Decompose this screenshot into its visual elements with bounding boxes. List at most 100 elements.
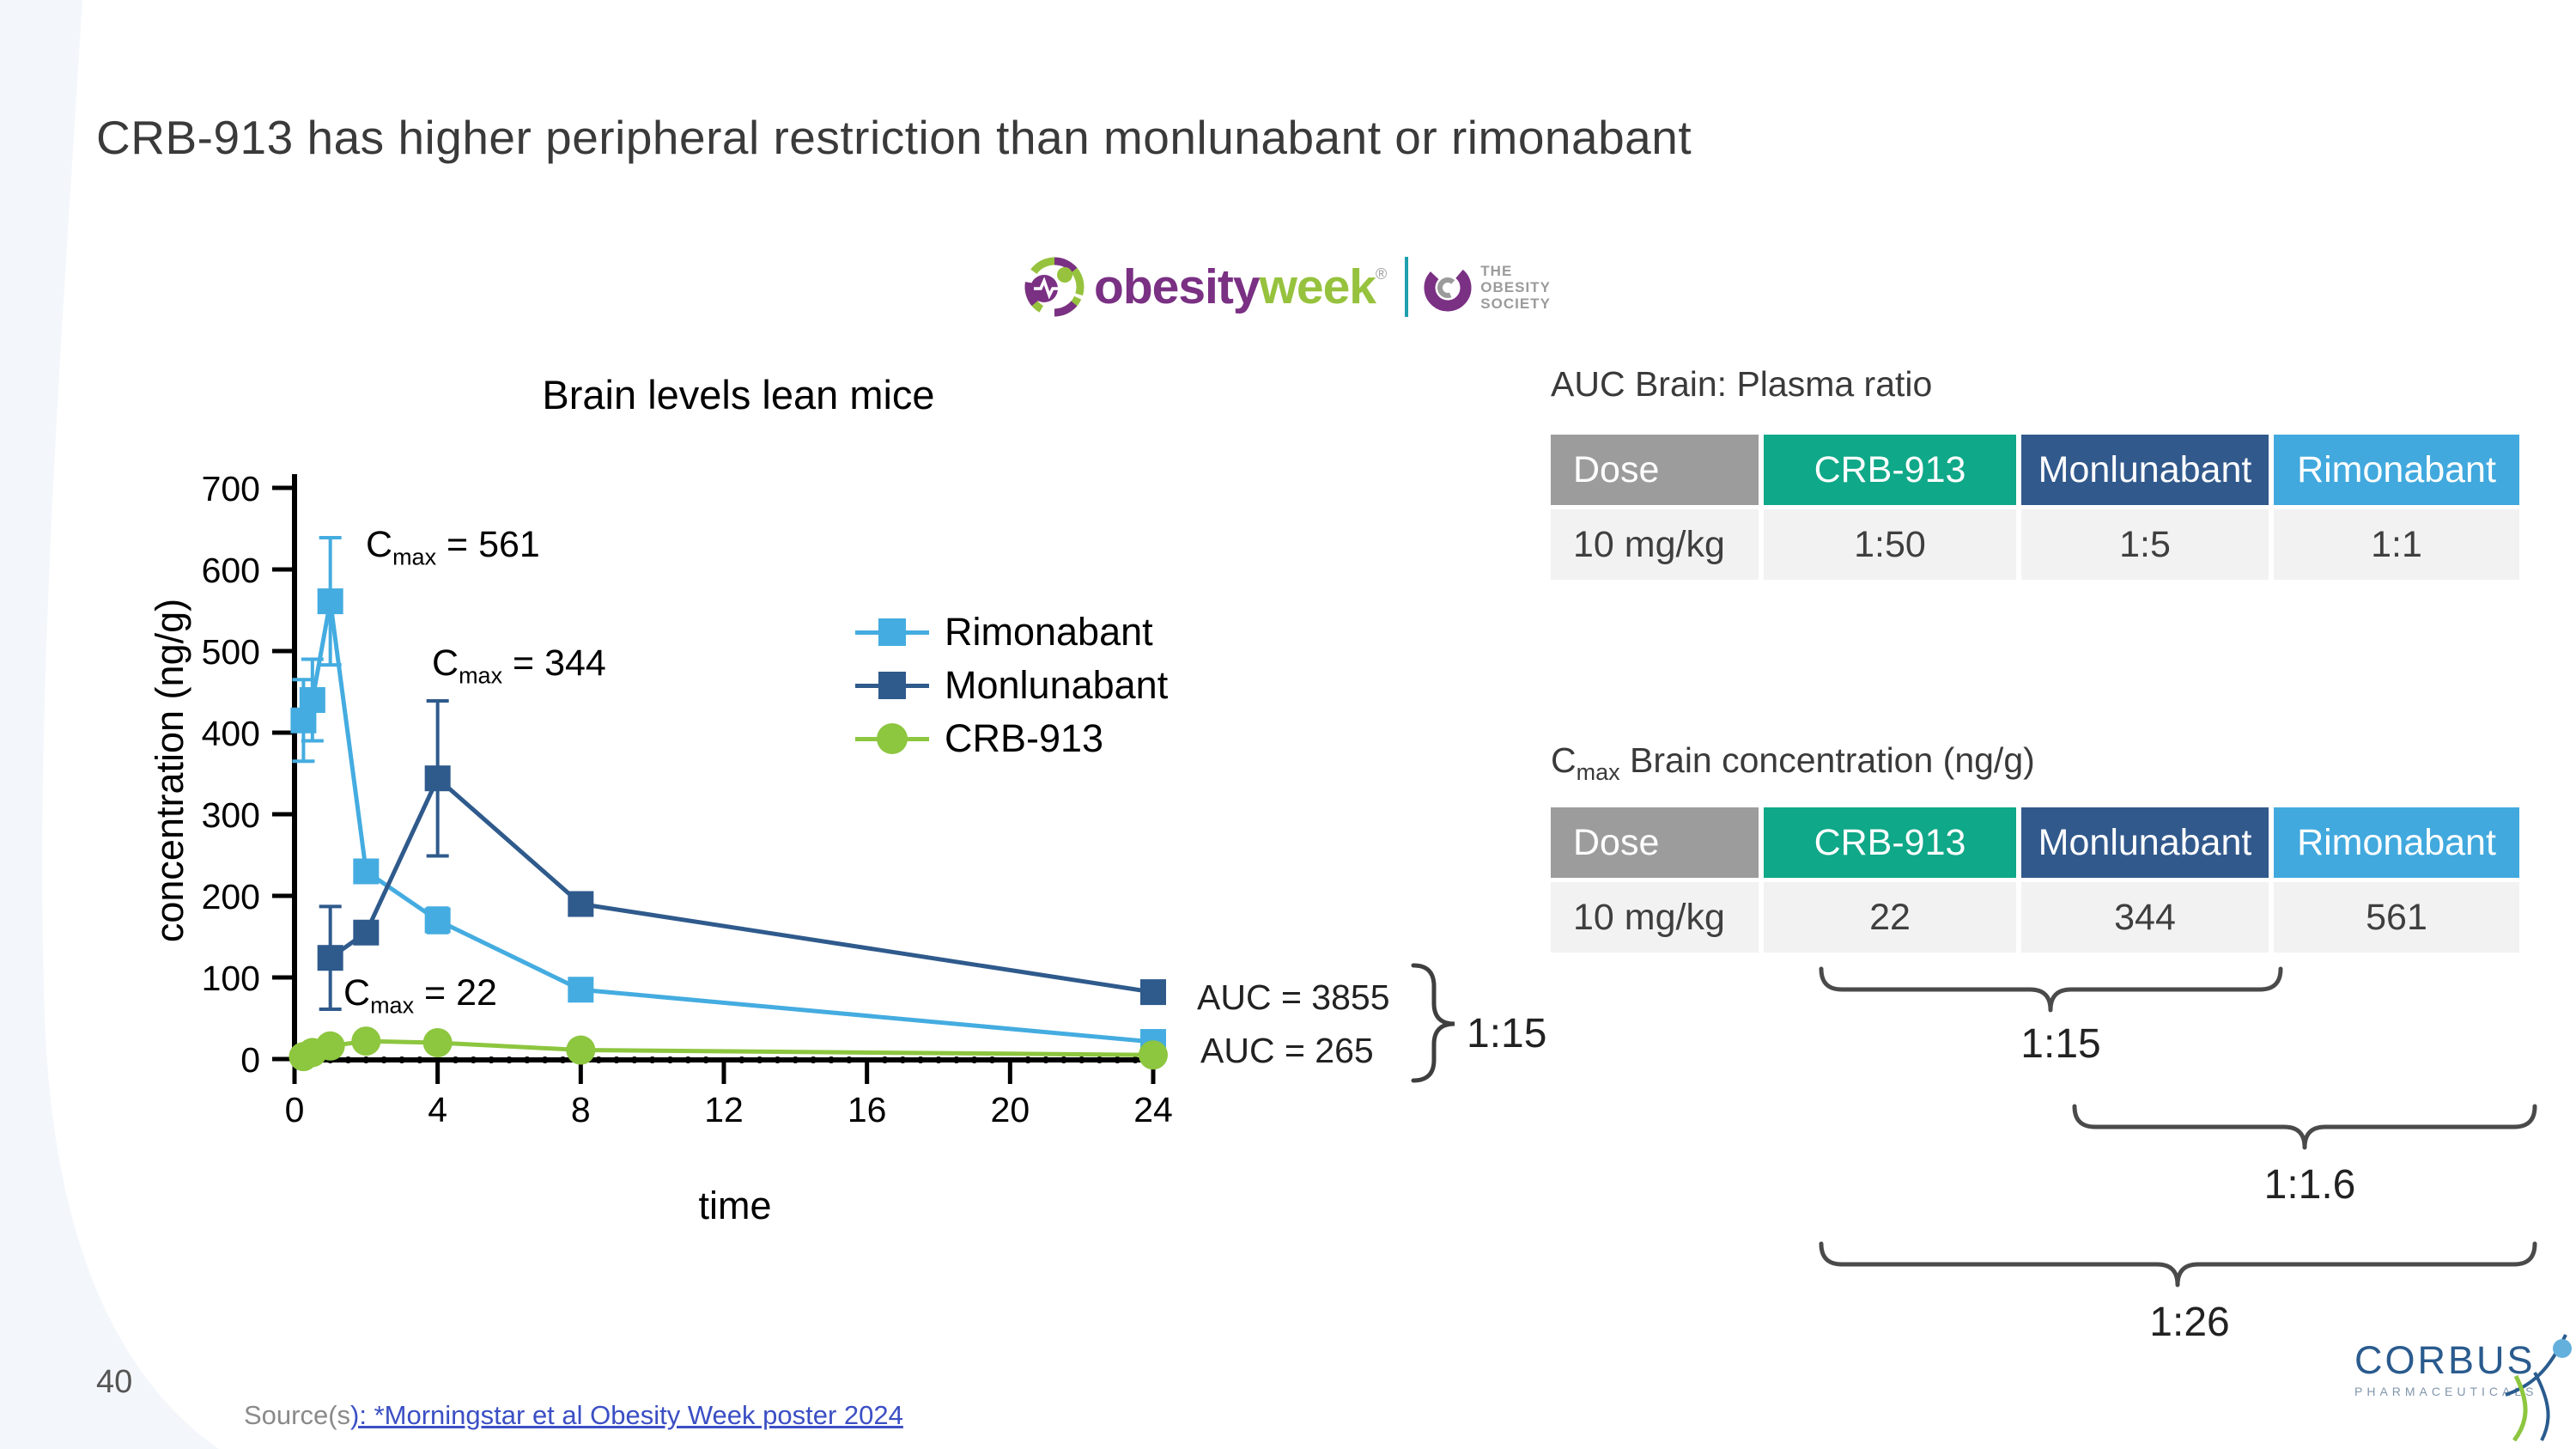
logo-divider (1405, 257, 1409, 317)
x-minor-tick (810, 1056, 817, 1063)
monlunabant-marker-icon (855, 670, 929, 701)
x-tick-label: 16 (848, 1090, 887, 1129)
brace-crb-rimonabant (1819, 1241, 2537, 1288)
auc-label-monlunabant: AUC = 3855 (1197, 977, 1390, 1017)
Rimonabant-data-point (353, 858, 380, 885)
CRB-913-data-point (566, 1035, 596, 1065)
column-header: CRB-913 (1764, 807, 2016, 878)
auc-ratio-brace (1411, 963, 1455, 1083)
x-minor-tick (828, 1056, 835, 1063)
cmax-annotation-crb913: Cmax = 22 (343, 972, 497, 1019)
table-cell: 1:1 (2274, 509, 2519, 580)
x-minor-tick (362, 1056, 370, 1063)
Rimonabant-data-point (299, 687, 325, 713)
table-cell: 22 (1764, 882, 2016, 953)
x-minor-tick (398, 1056, 405, 1063)
x-minor-tick (1024, 1056, 1032, 1063)
x-minor-tick (1042, 1056, 1049, 1063)
CRB-913-data-point (351, 1026, 381, 1056)
CRB-913-data-point (297, 1038, 327, 1068)
x-minor-tick (326, 1056, 334, 1063)
x-minor-tick (1078, 1056, 1085, 1063)
cmax-concentration-table: Dose CRB-913 Monlunabant Rimonabant 10 m… (1551, 807, 2519, 953)
x-minor-tick (952, 1056, 960, 1063)
x-minor-tick (970, 1056, 978, 1063)
y-tick-label: 400 (202, 714, 260, 753)
x-minor-tick (666, 1056, 674, 1063)
CRB-913-data-point (289, 1042, 319, 1072)
y-tick-label: 600 (202, 551, 260, 590)
legend-item-rimonabant: Rimonabant (855, 610, 1168, 654)
y-tick-label: 700 (202, 469, 260, 508)
column-header: Monlunabant (2021, 435, 2269, 505)
x-minor-tick (630, 1056, 638, 1063)
x-minor-tick (380, 1056, 388, 1063)
x-tick-label: 20 (991, 1090, 1030, 1129)
legend-item-crb913: CRB-913 (855, 716, 1168, 760)
y-tick-label: 100 (202, 959, 260, 998)
x-minor-tick (917, 1056, 925, 1063)
cmax-table-title: Cmax Brain concentration (ng/g) (1551, 740, 2035, 786)
Monlunabant-data-point (317, 945, 343, 971)
x-minor-tick (559, 1056, 567, 1063)
x-minor-tick (899, 1056, 907, 1063)
cmax-annotation-monlunabant: Cmax = 344 (432, 642, 606, 689)
x-minor-tick (506, 1056, 513, 1063)
table-cell: 561 (2274, 882, 2519, 953)
x-minor-tick (1060, 1056, 1067, 1063)
column-header: Rimonabant (2274, 435, 2519, 505)
x-tick-label: 0 (285, 1090, 305, 1129)
x-minor-tick (452, 1056, 459, 1063)
corbus-figure-icon (2505, 1334, 2572, 1441)
CRB-913-data-point (315, 1031, 345, 1061)
x-minor-tick (595, 1056, 603, 1063)
rimonabant-marker-icon (855, 617, 929, 648)
y-tick-label: 200 (202, 877, 260, 916)
source-link[interactable]: ): *Morningstar et al Obesity Week poste… (350, 1400, 903, 1430)
ratio-label-monlunabant-vs-rimonabant: 1:1.6 (2263, 1162, 2356, 1208)
Rimonabant-data-point (568, 977, 594, 1003)
ratio-label-crb-vs-rimonabant: 1:26 (2149, 1300, 2230, 1345)
obesityweek-emblem-icon (1024, 257, 1084, 317)
Rimonabant-data-point (424, 907, 451, 934)
y-tick-label: 0 (240, 1040, 260, 1080)
x-minor-tick (845, 1056, 853, 1063)
x-minor-tick (1096, 1056, 1103, 1063)
auc-ratio-table: Dose CRB-913 Monlunabant Rimonabant 10 m… (1551, 435, 2519, 580)
brace-monlunabant-rimonabant (2072, 1104, 2537, 1150)
x-minor-tick (488, 1056, 495, 1063)
x-tick-label: 12 (704, 1090, 744, 1129)
x-minor-tick (684, 1056, 692, 1063)
y-tick-label: 500 (202, 632, 260, 672)
x-minor-tick (308, 1056, 316, 1063)
obesityweek-logo: obesityweek® THE OBESITY SOCIETY (1020, 251, 1551, 323)
corbus-logo: CORBUS PHARMACEUTICALS (2354, 1334, 2572, 1441)
x-tick-label: 8 (571, 1090, 591, 1129)
x-minor-tick (1114, 1056, 1121, 1063)
x-axis-label: time (698, 1184, 772, 1227)
column-header: Rimonabant (2274, 807, 2519, 878)
CRB-913-line (302, 1038, 1154, 1059)
x-minor-tick (756, 1056, 763, 1063)
x-minor-tick (648, 1056, 656, 1063)
table-cell: 10 mg/kg (1551, 509, 1759, 580)
obesityweek-wordmark: obesityweek® (1094, 259, 1387, 314)
table-cell: 1:5 (2021, 509, 2269, 580)
ratio-label-crb-vs-monlunabant: 1:15 (2020, 1021, 2101, 1067)
crb913-marker-icon (855, 723, 929, 754)
CRB-913-data-point (1139, 1040, 1168, 1070)
obesity-society-icon (1424, 264, 1472, 312)
Rimonabant-data-point (317, 588, 343, 615)
column-header: Monlunabant (2021, 807, 2269, 878)
auc-table-title: AUC Brain: Plasma ratio (1551, 364, 1933, 404)
x-minor-tick (344, 1056, 352, 1063)
Rimonabant-data-point (1140, 1029, 1166, 1056)
x-minor-tick (935, 1056, 942, 1063)
Monlunabant-data-point (424, 765, 451, 792)
table-cell: 344 (2021, 882, 2269, 953)
x-minor-tick (613, 1056, 620, 1063)
x-minor-tick (792, 1056, 799, 1063)
